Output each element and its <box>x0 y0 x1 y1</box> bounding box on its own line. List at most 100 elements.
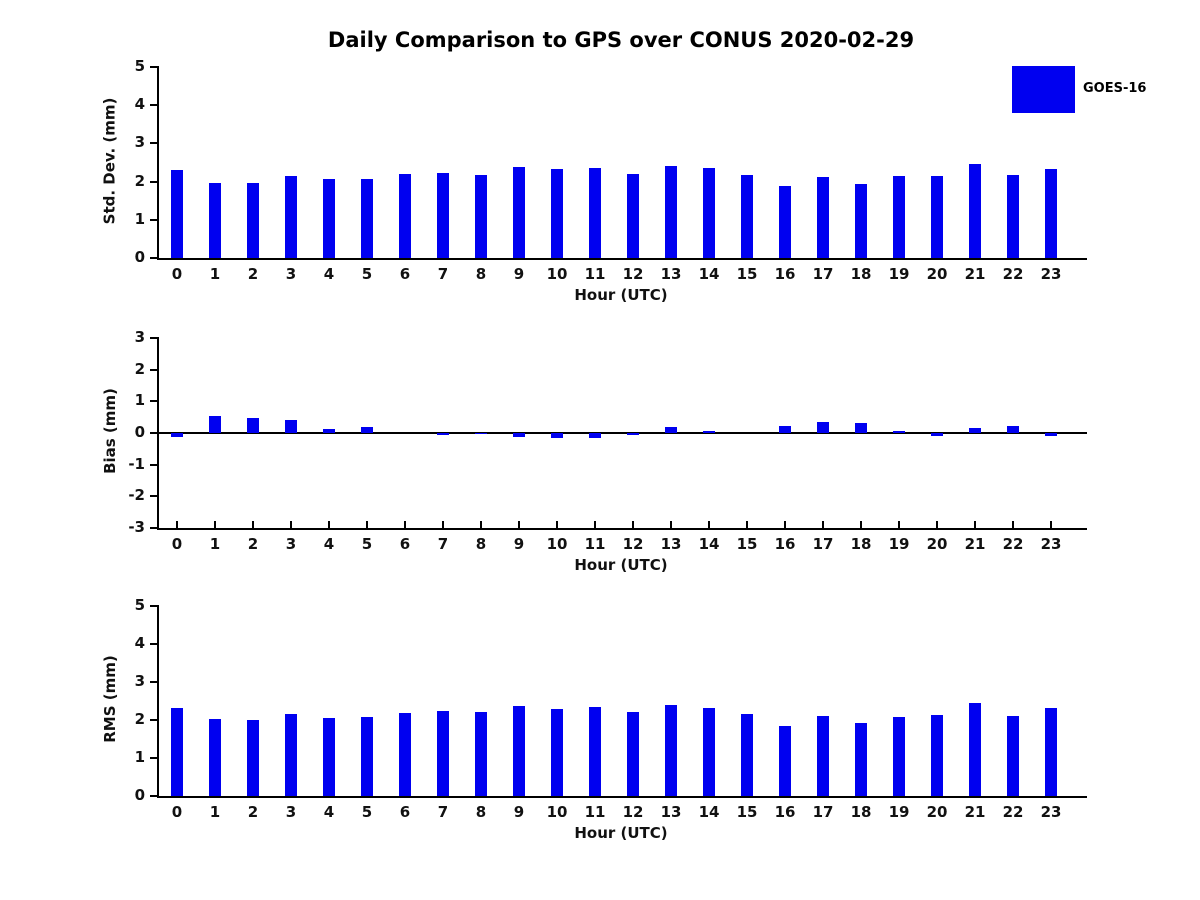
x-tick-label: 3 <box>285 535 297 553</box>
bar-hour-9 <box>513 706 525 796</box>
std-dev-chart: Std. Dev. (mm) 0 1 2 3 4 5 0 1 2 3 4 5 6 7 8 9 10 11 12 13 1… <box>0 57 1200 317</box>
bar-hour-23 <box>1045 707 1057 796</box>
bar-hour-19 <box>893 176 905 258</box>
x-tick-mark <box>176 521 178 528</box>
x-tick-mark <box>252 521 254 528</box>
y-tick-mark <box>150 180 159 183</box>
x-tick-mark <box>974 521 976 528</box>
x-tick-label: 17 <box>812 265 834 283</box>
bar-hour-20 <box>931 176 943 258</box>
y-tick-label: 0 <box>134 423 145 441</box>
bias-chart: Bias (mm) -3 -2 -1 0 1 2 3 0 1 2 3 4 5 6 7 8 9 10 11 12 13 14… <box>0 328 1200 588</box>
x-tick-label: 11 <box>584 803 606 821</box>
bar-hour-5 <box>361 427 373 433</box>
bar-hour-17 <box>817 177 829 258</box>
x-tick-label: 13 <box>660 803 682 821</box>
bar-hour-2 <box>247 720 259 796</box>
bar-hour-12 <box>627 433 639 435</box>
y-tick-label: 1 <box>134 209 145 228</box>
bar-hour-13 <box>665 427 677 433</box>
x-tick-mark <box>290 521 292 528</box>
x-tick-label: 1 <box>209 265 221 283</box>
rms-x-axis-title: Hour (UTC) <box>574 824 668 842</box>
x-tick-mark <box>860 521 862 528</box>
bar-hour-19 <box>893 716 905 796</box>
rms-chart: RMS (mm) 0 1 2 3 4 5 0 1 2 3 4 5 6 7 8 9 10 11 12 13 14 15 16 1… <box>0 596 1200 856</box>
x-tick-label: 9 <box>513 535 525 553</box>
x-tick-label: 7 <box>437 265 449 283</box>
bar-hour-4 <box>323 717 335 796</box>
bar-hour-14 <box>703 708 715 796</box>
y-tick-label: 1 <box>134 391 145 410</box>
x-tick-mark <box>556 521 558 528</box>
x-tick-label: 20 <box>926 803 948 821</box>
bar-hour-22 <box>1007 715 1019 796</box>
y-tick-mark <box>150 719 159 721</box>
bar-hour-0 <box>171 169 183 258</box>
x-tick-label: 2 <box>247 803 259 821</box>
bar-hour-1 <box>209 183 221 258</box>
y-tick-mark <box>150 257 159 259</box>
figure-title: Daily Comparison to GPS over CONUS 2020-… <box>327 28 915 52</box>
x-tick-label: 10 <box>546 535 568 553</box>
bias-plot-area: -3 -2 -1 0 1 2 3 0 1 2 3 4 5 6 7 8 9 10 11 12 13 14 15 16 17 18 19… <box>128 328 1087 553</box>
bar-hour-9 <box>513 433 525 437</box>
std-dev-plot-area: 0 1 2 3 4 5 0 1 2 3 4 5 6 7 8 9 10 11 12 13 14 15 16 17 18 19 20 21… <box>135 57 1087 283</box>
bar-hour-20 <box>931 433 943 437</box>
x-tick-mark <box>328 521 330 528</box>
y-tick-mark <box>150 432 159 434</box>
y-tick-label: 5 <box>134 596 145 614</box>
x-tick-label: 13 <box>660 265 682 283</box>
bar-hour-18 <box>855 723 867 796</box>
y-tick-label: 0 <box>134 248 145 266</box>
y-tick-mark <box>150 643 159 645</box>
x-tick-label: 4 <box>323 265 335 283</box>
x-tick-label: 9 <box>513 803 525 821</box>
bar-hour-13 <box>665 704 677 796</box>
x-tick-label: 16 <box>774 265 796 283</box>
bar-hour-3 <box>285 175 297 258</box>
x-tick-label: 12 <box>622 535 644 553</box>
bar-hour-8 <box>475 712 487 796</box>
y-tick-label: -1 <box>128 454 145 473</box>
bar-hour-11 <box>589 707 601 796</box>
y-tick-label: 3 <box>134 328 145 346</box>
x-tick-label: 4 <box>323 803 335 821</box>
x-tick-label: 15 <box>736 535 758 553</box>
x-tick-label: 2 <box>247 535 259 553</box>
x-tick-mark <box>670 521 672 528</box>
bar-hour-23 <box>1045 433 1057 436</box>
y-tick-label: 0 <box>134 786 145 804</box>
x-tick-label: 16 <box>774 535 796 553</box>
x-tick-label: 14 <box>698 535 720 553</box>
x-tick-label: 0 <box>171 265 183 283</box>
x-tick-label: 10 <box>546 803 568 821</box>
y-tick-label: 2 <box>134 710 145 728</box>
bar-hour-20 <box>931 715 943 796</box>
x-tick-label: 6 <box>399 535 411 553</box>
y-tick-mark <box>150 757 159 759</box>
x-tick-mark <box>480 521 482 528</box>
y-tick-mark <box>150 368 159 371</box>
x-tick-mark <box>442 521 444 528</box>
bar-hour-12 <box>627 173 639 258</box>
x-tick-label: 21 <box>964 535 986 553</box>
x-tick-label: 7 <box>437 803 449 821</box>
x-tick-label: 3 <box>285 803 297 821</box>
y-tick-mark <box>150 400 159 403</box>
bar-hour-22 <box>1007 175 1019 258</box>
y-tick-label: 3 <box>134 672 145 690</box>
bar-hour-3 <box>285 713 297 796</box>
y-tick-label: 3 <box>134 133 145 152</box>
x-tick-label: 16 <box>774 803 796 821</box>
x-tick-label: 15 <box>736 265 758 283</box>
x-tick-mark <box>936 521 938 528</box>
y-tick-label: 4 <box>134 95 145 114</box>
y-tick-mark <box>150 463 159 466</box>
y-tick-mark <box>150 495 159 498</box>
bar-hour-5 <box>361 178 373 258</box>
y-tick-label: 2 <box>134 359 145 378</box>
zero-baseline <box>159 432 1087 434</box>
x-tick-label: 17 <box>812 535 834 553</box>
